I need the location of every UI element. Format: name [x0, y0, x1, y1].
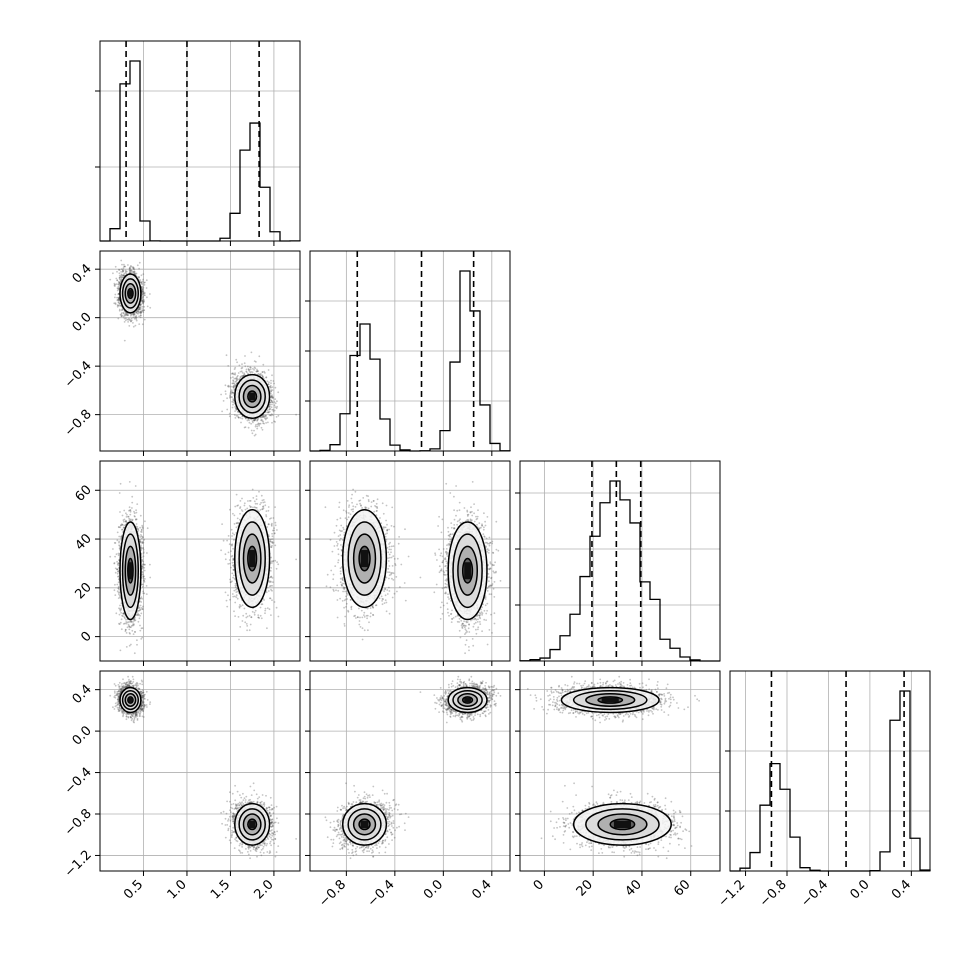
scatter-point: [149, 307, 151, 309]
scatter-point: [130, 320, 132, 322]
scatter-point: [143, 309, 145, 311]
scatter-point: [143, 291, 145, 293]
scatter-point: [142, 323, 144, 325]
scatter-point: [124, 266, 126, 268]
scatter-point: [140, 281, 142, 283]
scatter-point: [121, 264, 123, 266]
scatter-point: [133, 326, 135, 328]
scatter-point: [141, 308, 143, 310]
scatter-point: [119, 276, 121, 278]
scatter-point: [142, 287, 144, 289]
scatter-point: [119, 269, 121, 271]
scatter-point: [127, 321, 129, 323]
scatter-point: [142, 273, 144, 275]
scatter-point: [142, 310, 144, 312]
scatter-point: [138, 323, 140, 325]
scatter-point: [143, 293, 145, 295]
scatter-point: [146, 287, 148, 289]
scatter-point: [124, 340, 126, 342]
scatter-point: [123, 315, 125, 317]
scatter-point: [144, 319, 146, 321]
scatter-point: [138, 268, 140, 270]
scatter-point: [130, 265, 132, 267]
scatter-point: [121, 315, 123, 317]
scatter-point: [137, 310, 139, 312]
scatter-point: [134, 317, 136, 319]
scatter-point: [130, 270, 132, 272]
scatter-point: [129, 319, 131, 321]
scatter-point: [146, 296, 148, 298]
scatter-point: [123, 267, 125, 269]
scatter-point: [120, 260, 122, 262]
scatter-point: [124, 321, 126, 323]
scatter-point: [123, 274, 125, 276]
scatter-point: [143, 299, 145, 301]
panel-0-0: [95, 41, 300, 246]
histogram-0: [100, 61, 300, 241]
scatter-point: [128, 325, 130, 327]
scatter-point: [140, 314, 142, 316]
scatter-point: [132, 316, 134, 318]
scatter-point: [120, 271, 122, 273]
scatter-point: [123, 264, 125, 266]
scatter-point: [120, 279, 122, 281]
scatter-point: [127, 264, 129, 266]
scatter-point: [133, 268, 135, 270]
scatter-point: [115, 302, 117, 304]
scatter-point: [138, 315, 140, 317]
scatter-point: [109, 279, 111, 281]
scatter-point: [119, 272, 121, 274]
scatter-point: [116, 297, 118, 299]
scatter-point: [140, 316, 142, 318]
scatter-point: [114, 284, 116, 286]
scatter-point: [126, 313, 128, 315]
scatter-point: [149, 293, 151, 295]
scatter-point: [115, 278, 117, 280]
scatter-point: [139, 279, 141, 281]
scatter-point: [125, 317, 127, 319]
scatter-point: [144, 294, 146, 296]
scatter-point: [115, 266, 117, 268]
scatter-point: [130, 315, 132, 317]
scatter-point: [122, 309, 124, 311]
scatter-point: [142, 306, 144, 308]
scatter-point: [117, 287, 119, 289]
scatter-point: [143, 301, 145, 303]
scatter-point: [136, 320, 138, 322]
scatter-point: [131, 318, 133, 320]
scatter-point: [137, 264, 139, 266]
scatter-point: [139, 262, 141, 264]
scatter-point: [116, 299, 118, 301]
scatter-point: [125, 272, 127, 274]
scatter-point: [114, 297, 116, 299]
scatter-point: [144, 284, 146, 286]
scatter-point: [118, 283, 120, 285]
scatter-point: [119, 310, 121, 312]
scatter-point: [121, 274, 123, 276]
panel-1-0: −0.8−0.40.00.4: [62, 251, 300, 456]
scatter-point: [123, 313, 125, 315]
scatter-point: [126, 319, 128, 321]
scatter-point: [146, 279, 148, 281]
scatter-point: [114, 294, 116, 296]
scatter-point: [112, 272, 114, 274]
scatter-point: [132, 322, 134, 324]
scatter-point: [118, 301, 120, 303]
scatter-point: [147, 306, 149, 308]
scatter-point: [141, 274, 143, 276]
scatter-point: [117, 290, 119, 292]
scatter-point: [117, 305, 119, 307]
scatter-point: [142, 279, 144, 281]
scatter-point: [119, 303, 121, 305]
scatter-point: [117, 318, 119, 320]
scatter-point: [122, 270, 124, 272]
